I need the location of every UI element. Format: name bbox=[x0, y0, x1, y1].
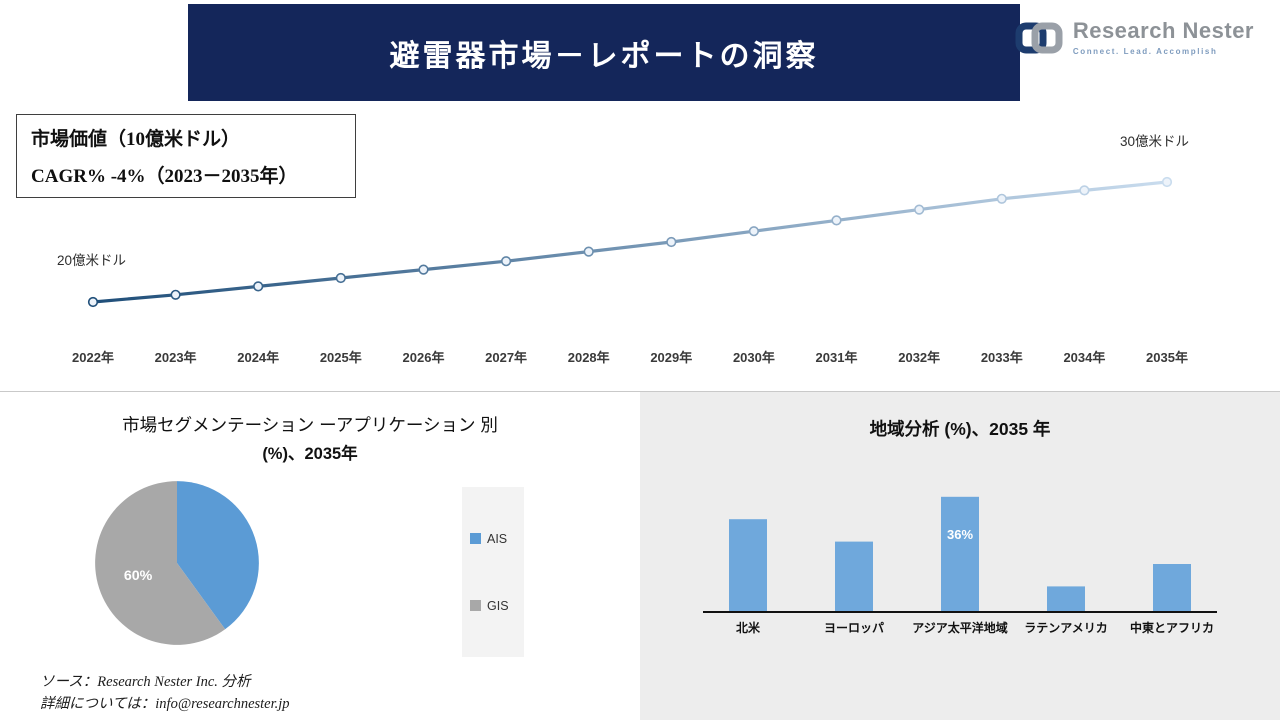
x-tick-label: 2030年 bbox=[733, 350, 775, 365]
data-point bbox=[748, 226, 760, 237]
page-title: 避雷器市場－レポートの洞察 bbox=[389, 39, 819, 73]
legend-item-gis: GIS bbox=[470, 599, 516, 613]
data-point bbox=[831, 215, 842, 226]
bar-category-label: 北米 bbox=[736, 620, 761, 635]
line-end-value-label: 30億米ドル bbox=[1120, 134, 1190, 149]
bar-1 bbox=[835, 541, 873, 612]
data-point bbox=[914, 204, 925, 215]
market-value-info-box: 市場価値（10億米ドル） CAGR% -4%（2023－2035年） bbox=[16, 114, 356, 198]
pie-slice-ais bbox=[177, 481, 259, 630]
brand-tagline: Connect. Lead. Accomplish bbox=[1072, 47, 1218, 56]
bar-category-label: ラテンアメリカ bbox=[1024, 621, 1107, 635]
x-tick-label: 2031年 bbox=[816, 350, 858, 365]
application-pie-chart: 60% bbox=[95, 481, 259, 645]
data-point bbox=[583, 246, 594, 257]
bar-category-label: ヨーロッパ bbox=[824, 621, 884, 635]
regional-bar-chart: 北米 ヨーロッパ アジア太平洋地域 ラテンアメリカ 中東とアフリカ 36% bbox=[703, 496, 1217, 635]
x-tick-label: 2022年 bbox=[72, 350, 114, 365]
market-value-line-chart: 2022年 2023年 2024年 2025年 2026年 2027年 2028年 2029年… bbox=[72, 176, 1188, 365]
pie-slice-gis bbox=[95, 481, 226, 645]
bar-3 bbox=[1047, 586, 1085, 612]
bar-annotation: 36% bbox=[947, 527, 973, 542]
data-point bbox=[1161, 176, 1173, 188]
data-point bbox=[666, 236, 677, 248]
contact-text: 詳細については：info@researchnester.jp bbox=[40, 695, 290, 712]
legend-label: AIS bbox=[487, 531, 508, 546]
x-tick-label: 2026年 bbox=[403, 350, 445, 365]
source-text: ソース：Research Nester Inc. 分析 bbox=[40, 674, 251, 690]
market-value-label: 市場価値（10億米ドル） bbox=[31, 129, 241, 150]
legend-swatch-icon bbox=[470, 600, 481, 611]
x-tick-label: 2029年 bbox=[650, 350, 692, 365]
x-tick-label: 2028年 bbox=[568, 350, 610, 365]
bar-4 bbox=[1153, 564, 1191, 612]
data-point bbox=[170, 289, 181, 300]
bar-category-label: アジア太平洋地域 bbox=[912, 620, 1008, 635]
pie-chart-subtitle: (%)、2035年 bbox=[262, 445, 358, 463]
data-point bbox=[335, 272, 346, 284]
bar-2 bbox=[941, 496, 979, 612]
regional-analysis-panel: 地域分析 (%)、2035 年 北米 ヨーロッパ アジア太平洋地域 ラテンアメリカ 中東… bbox=[640, 392, 1280, 720]
data-point bbox=[253, 281, 264, 292]
source-block: ソース：Research Nester Inc. 分析 詳細については：info… bbox=[40, 672, 290, 716]
bar-category-label: 中東とアフリカ bbox=[1130, 620, 1214, 635]
line-start-value-label: 20億米ドル bbox=[57, 253, 127, 268]
brand-name: Research Nester bbox=[1072, 18, 1254, 43]
legend-label: GIS bbox=[487, 598, 509, 613]
legend-item-ais: AIS bbox=[470, 532, 516, 546]
bar-0 bbox=[729, 519, 767, 612]
header-banner: 避雷器市場－レポートの洞察 bbox=[188, 4, 1020, 101]
legend-swatch-icon bbox=[470, 533, 481, 544]
logo-text: Research Nester Connect. Lead. Accomplis… bbox=[1073, 18, 1254, 56]
bar-chart-title: 地域分析 (%)、2035 年 bbox=[869, 419, 1051, 439]
chain-link-icon bbox=[1014, 18, 1064, 63]
x-tick-label: 2034年 bbox=[1063, 350, 1105, 365]
pie-legend: AIS GIS bbox=[462, 487, 524, 657]
x-tick-label: 2023年 bbox=[155, 350, 197, 365]
data-point bbox=[501, 256, 512, 267]
x-tick-label: 2035年 bbox=[1146, 350, 1188, 365]
data-point bbox=[418, 264, 429, 275]
data-point bbox=[1079, 185, 1090, 196]
x-tick-label: 2025年 bbox=[320, 350, 362, 365]
brand-logo: Research Nester Connect. Lead. Accomplis… bbox=[1014, 18, 1254, 63]
section-divider bbox=[0, 391, 1280, 392]
pie-chart-title: 市場セグメンテーション ーアプリケーション 別 bbox=[122, 415, 498, 435]
cagr-label: CAGR% -4%（2023－2035年） bbox=[31, 166, 298, 187]
line-series bbox=[92, 180, 1168, 304]
x-tick-label: 2024年 bbox=[237, 350, 279, 365]
x-tick-label: 2027年 bbox=[485, 350, 527, 365]
data-point bbox=[87, 296, 99, 308]
x-tick-label: 2032年 bbox=[898, 350, 940, 365]
segmentation-panel: 市場セグメンテーション ーアプリケーション 別 (%)、2035年 60% AI… bbox=[0, 392, 640, 720]
x-tick-label: 2033年 bbox=[981, 350, 1023, 365]
data-point bbox=[996, 193, 1007, 204]
pie-data-label: 60% bbox=[124, 568, 153, 584]
